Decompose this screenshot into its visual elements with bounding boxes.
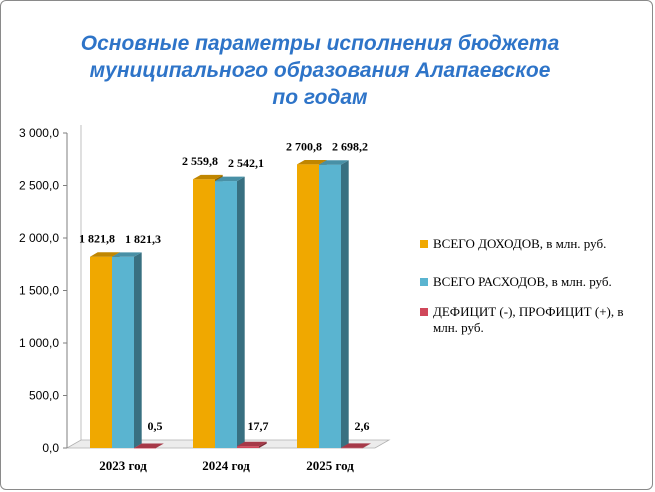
bar-side <box>259 441 267 448</box>
bar-top <box>215 176 245 182</box>
y-tick-label: 1 500,0 <box>19 284 59 298</box>
bar-top <box>112 252 142 257</box>
x-category-label: 2025 год <box>306 458 354 473</box>
legend-item-balance: ДЕФИЦИТ (-), ПРОФИЦИТ (+), в млн. руб. <box>420 304 640 336</box>
bar <box>193 179 215 448</box>
chart-title-line-2: муниципального образования Алапаевское <box>89 59 551 82</box>
bar-side <box>156 443 164 448</box>
legend-label-income: ВСЕГО ДОХОДОВ, в млн. руб. <box>433 236 607 251</box>
bar <box>112 256 134 448</box>
y-tick-label: 0,0 <box>42 441 59 455</box>
bar-top <box>297 160 327 165</box>
data-label: 1 821,8 <box>79 232 115 246</box>
chart-title: Основные параметры исполнения бюджета му… <box>20 30 620 111</box>
data-label: 2 542,1 <box>228 156 264 170</box>
data-label: 2 559,8 <box>182 154 218 168</box>
chart-title-line-1: Основные параметры исполнения бюджета <box>80 32 560 55</box>
x-category-label: 2024 год <box>202 458 250 473</box>
data-label: 2 700,8 <box>286 139 322 153</box>
legend: ВСЕГО ДОХОДОВ, в млн. руб. ВСЕГО РАСХОДО… <box>420 236 640 358</box>
legend-swatch-balance <box>420 308 428 316</box>
bar-side <box>341 160 349 448</box>
bar <box>319 164 341 448</box>
data-label: 2,6 <box>355 419 370 433</box>
bar-top <box>341 443 371 448</box>
data-label: 17,7 <box>248 419 269 433</box>
bar <box>341 447 363 449</box>
legend-swatch-income <box>420 240 428 248</box>
bar <box>90 256 112 448</box>
y-tick-label: 500,0 <box>29 389 59 403</box>
bar-side <box>237 176 245 448</box>
legend-item-expense: ВСЕГО РАСХОДОВ, в млн. руб. <box>420 274 640 290</box>
bar-top <box>319 160 349 165</box>
bar <box>237 446 259 448</box>
data-label: 1 821,3 <box>125 232 161 246</box>
bar-side <box>363 443 371 448</box>
bar-top <box>193 174 223 180</box>
y-tick-label: 3 000,0 <box>19 126 59 140</box>
legend-label-balance: ДЕФИЦИТ (-), ПРОФИЦИТ (+), в млн. руб. <box>433 304 624 335</box>
bar-top <box>134 443 164 448</box>
bar <box>297 164 319 448</box>
x-category-label: 2023 год <box>99 458 147 473</box>
legend-swatch-expense <box>420 278 428 286</box>
y-tick-label: 2 500,0 <box>19 179 59 193</box>
bar <box>134 447 156 449</box>
y-tick-label: 1 000,0 <box>19 336 59 350</box>
bar-side <box>134 252 142 448</box>
data-label: 2 698,2 <box>332 140 368 154</box>
bar-top <box>237 441 267 447</box>
chart-title-line-3: по годам <box>272 86 368 109</box>
legend-label-expense: ВСЕГО РАСХОДОВ, в млн. руб. <box>433 274 612 289</box>
legend-item-income: ВСЕГО ДОХОДОВ, в млн. руб. <box>420 236 640 252</box>
bar-top <box>90 252 120 257</box>
bar <box>215 181 237 448</box>
data-label: 0,5 <box>148 419 163 433</box>
y-tick-label: 2 000,0 <box>19 231 59 245</box>
